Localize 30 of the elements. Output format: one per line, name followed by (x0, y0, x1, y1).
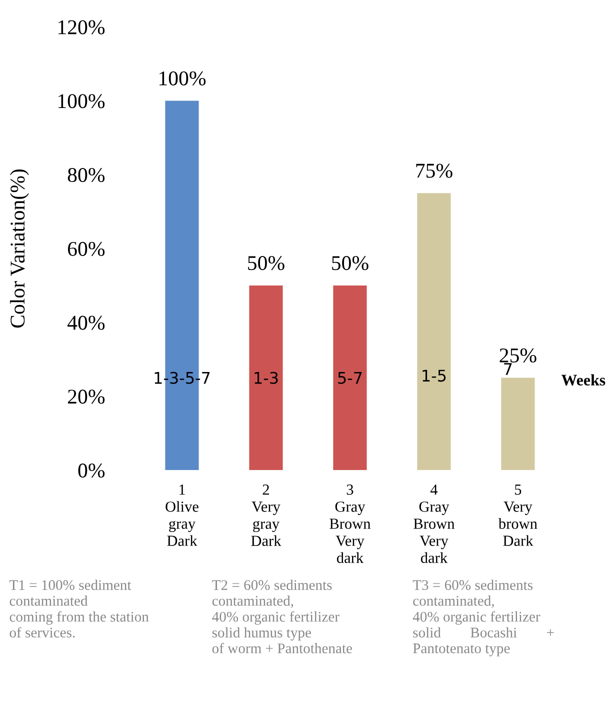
y-tick-label: 120% (58, 20, 105, 34)
y-axis-title: Color Variation(%) (10, 169, 29, 328)
y-tick-label: 20% (68, 390, 105, 404)
x-tick-label: 2 Very gray Dark (251, 484, 282, 546)
y-tick-label: 60% (68, 242, 105, 256)
y-tick-label: 0% (78, 464, 105, 478)
text: T1 = 100% sediment contaminated coming from the station of services. (9, 580, 149, 638)
y-tick-label: 80% (68, 168, 105, 182)
y-tick-label: 100% (58, 94, 105, 108)
data-label: 100% (160, 71, 206, 86)
x-tick-label: 1 Olive gray Dark (166, 484, 198, 546)
data-label: 25% (500, 348, 536, 363)
annotation: 1-5 (422, 370, 446, 382)
annotation: 5-7 (338, 372, 362, 384)
text: T3 = 60% sediments contaminated, 40% organic fertilizer solid Bocashi + Pantotenato type (412, 580, 554, 656)
text: T2 = 60% sediments contaminated, 40% organic fertilizer solid humus type of worm + Pantothenate (212, 580, 352, 654)
x-tick-label: 4 Gray Brown Very dark (414, 484, 455, 564)
text: Weeks (561, 374, 606, 386)
annotation: 1-3 (254, 372, 278, 384)
y-tick-label: 40% (67, 316, 105, 330)
x-tick-label: 3 Gray Brown Very dark (330, 484, 371, 564)
bar (249, 285, 283, 470)
annotation: 7 (504, 363, 512, 375)
bar (501, 378, 535, 470)
bar (417, 193, 451, 470)
data-label: 50% (332, 256, 368, 270)
bar (333, 285, 367, 470)
x-tick-label: 5 Very brown Dark (498, 484, 538, 546)
data-label: 50% (248, 256, 284, 270)
data-label: 75% (416, 164, 452, 178)
